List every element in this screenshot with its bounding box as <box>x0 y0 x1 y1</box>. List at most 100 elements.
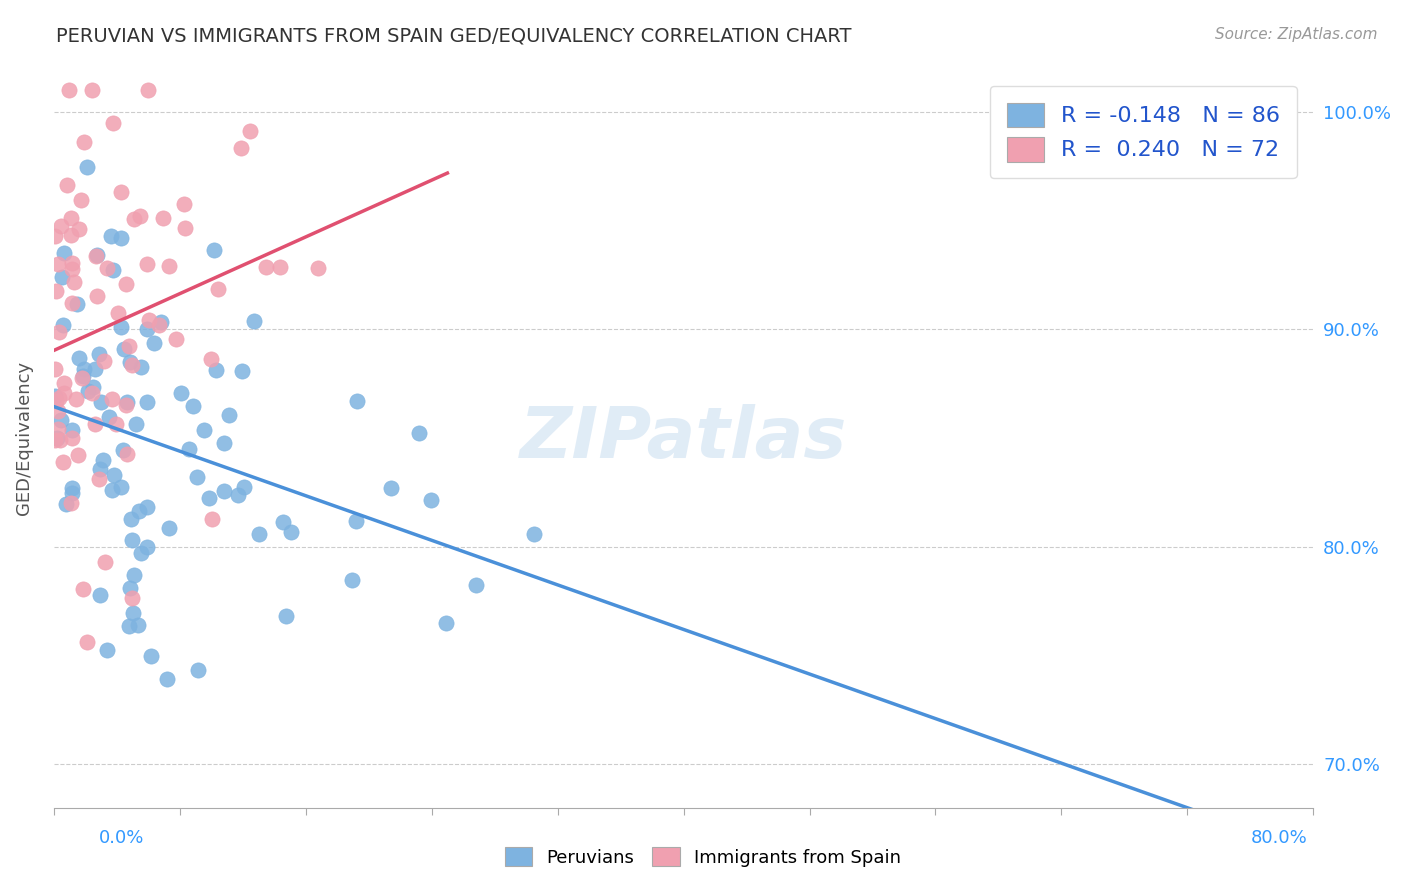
Point <box>52 246 75 260</box>
Point <box>110 480 132 494</box>
Point <box>60 296 83 310</box>
Point <box>110 231 132 245</box>
Point <box>247 526 270 541</box>
Legend: R = -0.148   N = 86, R =  0.240   N = 72: R = -0.148 N = 86, R = 0.240 N = 72 <box>990 87 1296 178</box>
Point <box>124 568 146 582</box>
Point <box>157 521 180 535</box>
Point <box>90 394 112 409</box>
Point <box>46 422 69 436</box>
Point <box>118 619 141 633</box>
Point <box>121 533 143 547</box>
Point <box>55 497 77 511</box>
Text: ZIPatlas: ZIPatlas <box>520 403 848 473</box>
Point <box>118 339 141 353</box>
Point <box>46 404 69 418</box>
Point <box>52 454 75 468</box>
Point <box>148 318 170 333</box>
Point <box>138 313 160 327</box>
Point <box>44 433 66 447</box>
Point <box>465 578 488 592</box>
Point <box>112 342 135 356</box>
Point <box>60 211 83 225</box>
Point <box>49 219 72 233</box>
Point <box>143 336 166 351</box>
Point <box>239 124 262 138</box>
Point <box>82 379 104 393</box>
Point <box>181 400 204 414</box>
Point <box>110 185 132 199</box>
Point <box>523 526 546 541</box>
Point <box>344 514 367 528</box>
Point <box>49 413 72 427</box>
Point <box>76 161 98 175</box>
Point <box>62 262 84 277</box>
Point <box>120 512 142 526</box>
Point <box>94 555 117 569</box>
Point <box>141 648 163 663</box>
Point <box>420 493 443 508</box>
Point <box>48 325 70 339</box>
Point <box>58 83 80 97</box>
Point <box>136 500 159 514</box>
Point <box>96 261 118 276</box>
Point <box>136 83 159 97</box>
Point <box>110 319 132 334</box>
Point <box>214 484 236 499</box>
Point <box>169 385 191 400</box>
Point <box>60 424 83 438</box>
Point <box>346 394 368 409</box>
Point <box>186 469 208 483</box>
Point <box>193 423 215 437</box>
Point <box>233 480 256 494</box>
Point <box>269 260 291 274</box>
Point <box>44 228 66 243</box>
Point <box>202 243 225 257</box>
Point <box>67 222 90 236</box>
Point <box>136 257 159 271</box>
Point <box>115 447 138 461</box>
Point <box>63 276 86 290</box>
Point <box>67 449 90 463</box>
Point <box>72 369 94 384</box>
Point <box>380 481 402 495</box>
Point <box>212 435 235 450</box>
Point <box>136 395 159 409</box>
Point <box>103 467 125 482</box>
Point <box>165 332 187 346</box>
Point <box>51 270 73 285</box>
Point <box>101 392 124 406</box>
Point <box>105 417 128 431</box>
Point <box>48 391 70 405</box>
Point <box>136 540 159 554</box>
Y-axis label: GED/Equivalency: GED/Equivalency <box>15 361 32 516</box>
Point <box>91 453 114 467</box>
Point <box>280 525 302 540</box>
Point <box>101 483 124 497</box>
Point <box>114 398 136 412</box>
Point <box>44 389 66 403</box>
Point <box>60 481 83 495</box>
Point <box>198 491 221 506</box>
Point <box>121 591 143 605</box>
Point <box>65 392 87 407</box>
Point <box>46 257 69 271</box>
Point <box>157 259 180 273</box>
Point <box>152 211 174 225</box>
Text: Source: ZipAtlas.com: Source: ZipAtlas.com <box>1215 27 1378 42</box>
Point <box>226 487 249 501</box>
Point <box>122 606 145 620</box>
Point <box>124 211 146 226</box>
Point <box>129 546 152 560</box>
Point <box>59 227 82 242</box>
Point <box>231 141 253 155</box>
Point <box>44 362 66 376</box>
Point <box>60 256 83 270</box>
Point <box>271 516 294 530</box>
Point <box>115 395 138 409</box>
Point <box>97 409 120 424</box>
Point <box>83 362 105 376</box>
Text: PERUVIAN VS IMMIGRANTS FROM SPAIN GED/EQUIVALENCY CORRELATION CHART: PERUVIAN VS IMMIGRANTS FROM SPAIN GED/EQ… <box>56 27 852 45</box>
Point <box>100 228 122 243</box>
Point <box>76 384 98 398</box>
Point <box>60 431 83 445</box>
